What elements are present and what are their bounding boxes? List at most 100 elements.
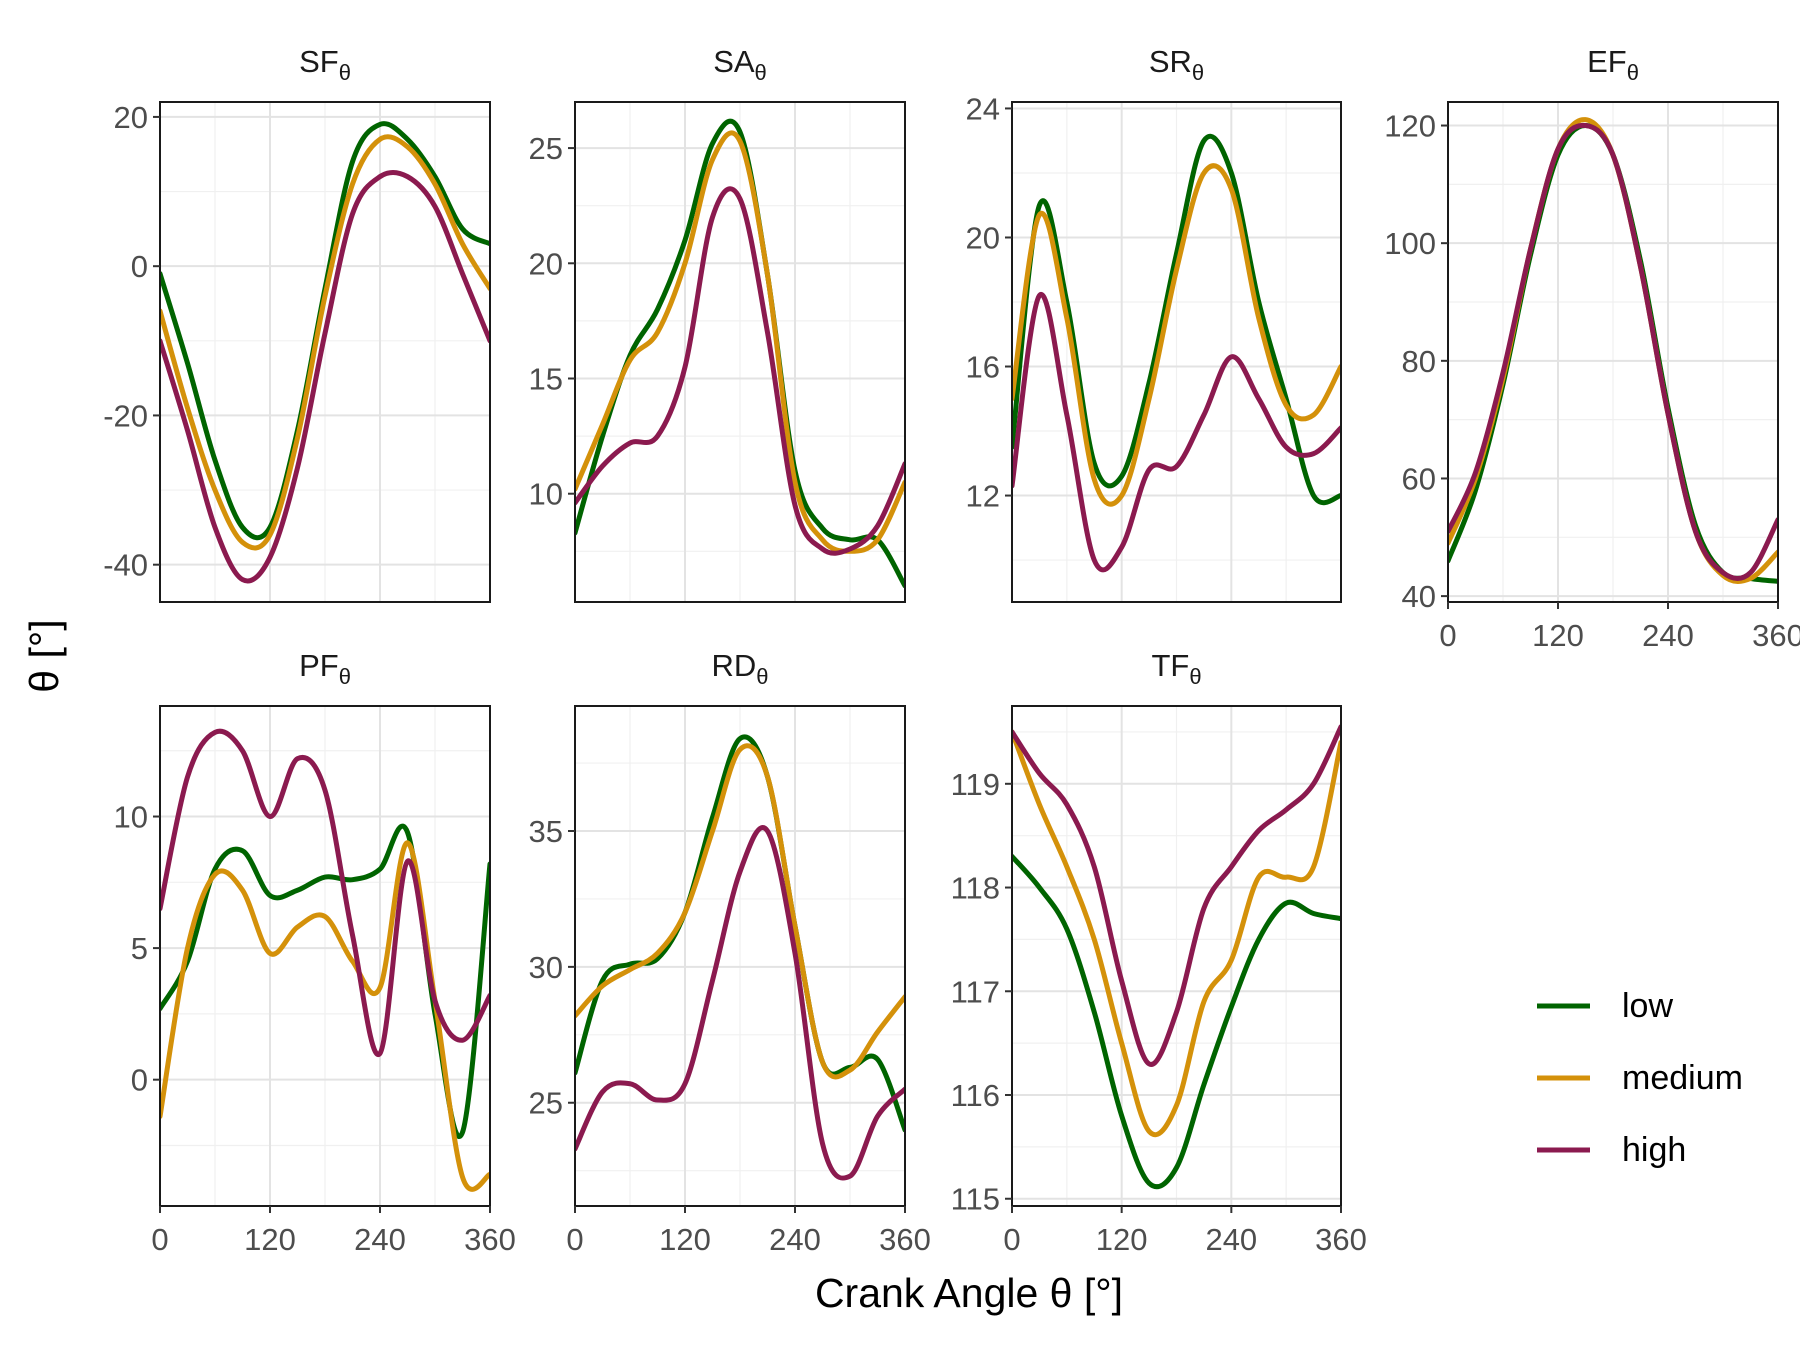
y-tick-label: 118	[951, 871, 1000, 906]
y-tick-label: 20	[529, 246, 563, 281]
y-tick-label: 25	[529, 1086, 563, 1121]
series-line-high	[160, 728, 490, 1058]
x-axis-title: Crank Angle θ [°]	[815, 1270, 1123, 1316]
y-tick-label: 5	[131, 931, 148, 966]
series-line-high	[575, 825, 905, 1181]
facet-title: SAθ	[713, 44, 767, 85]
series-line-high	[160, 169, 490, 584]
panel-border	[159, 705, 491, 1207]
legend: low medium high	[1537, 987, 1743, 1169]
facet-title-subscript: θ	[1627, 60, 1639, 85]
facet-title: SFθ	[299, 44, 351, 85]
series-line-high	[1448, 122, 1778, 581]
x-tick-label: 240	[354, 1222, 406, 1257]
y-tick-label: 12	[966, 479, 1000, 514]
x-tick-label: 360	[1315, 1222, 1367, 1257]
series-line-high	[575, 186, 905, 556]
y-tick-label: 116	[951, 1078, 1000, 1113]
y-tick-label: -20	[103, 398, 148, 433]
y-axis-title: θ [°]	[21, 619, 67, 692]
facet-panel-sa: 10 15 20 25 SAθ	[529, 44, 906, 603]
y-tick-label: 80	[1402, 344, 1436, 379]
y-tick-label: 10	[114, 800, 148, 835]
series-line-low	[1012, 853, 1341, 1190]
y-tick-label: 40	[1402, 579, 1436, 614]
y-tick-label: 20	[966, 220, 1000, 255]
panel-border	[1011, 101, 1342, 603]
x-tick-label: 360	[464, 1222, 516, 1257]
facet-title: TFθ	[1151, 648, 1201, 689]
facet-title-main: PF	[299, 648, 339, 683]
series-line-high	[1012, 292, 1341, 573]
facet-title: EFθ	[1587, 44, 1639, 85]
y-tick-label: 16	[966, 350, 1000, 385]
y-tick-label: 100	[1384, 226, 1436, 261]
panel-border	[1447, 101, 1779, 603]
y-tick-label: 24	[966, 91, 1000, 126]
facet-title: RDθ	[711, 648, 768, 689]
panel-border	[1011, 705, 1342, 1207]
facet-title-subscript: θ	[755, 60, 767, 85]
facet-panel-pf: 0 5 10 0 120 240 360 PFθ	[114, 648, 516, 1257]
y-tick-label: 119	[951, 767, 1000, 802]
facet-panel-ef: 40 60 80 100 120 0 120 240 360 EFθ	[1384, 44, 1800, 653]
y-tick-label: 60	[1402, 461, 1436, 496]
series-line-medium	[160, 134, 490, 551]
x-tick-label: 120	[244, 1222, 296, 1257]
facet-panel-sr: 12 16 20 24 SRθ	[966, 44, 1342, 603]
facet-title: PFθ	[299, 648, 351, 689]
y-tick-label: 35	[529, 814, 563, 849]
x-tick-label: 0	[151, 1222, 168, 1257]
x-tick-label: 0	[566, 1222, 583, 1257]
x-tick-label: 0	[1003, 1222, 1020, 1257]
y-tick-label: 25	[529, 131, 563, 166]
legend-label-high: high	[1622, 1131, 1686, 1169]
facet-title-main: RD	[711, 648, 756, 683]
series-line-medium	[1012, 163, 1341, 507]
y-tick-label: 30	[529, 950, 563, 985]
facet-title-subscript: θ	[1189, 664, 1201, 689]
y-tick-label: 20	[114, 100, 148, 135]
facet-title-subscript: θ	[339, 664, 351, 689]
panel-border	[159, 101, 491, 603]
facet-title-subscript: θ	[339, 60, 351, 85]
legend-label-medium: medium	[1622, 1059, 1743, 1097]
y-tick-label: 120	[1384, 109, 1436, 144]
facet-title-subscript: θ	[1192, 60, 1204, 85]
facet-panel-tf: 115 116 117 118 119 0 120 240 360 TFθ	[951, 648, 1367, 1257]
facet-panel-rd: 25 30 35 0 120 240 360 RDθ	[529, 648, 931, 1257]
series-line-medium	[160, 840, 490, 1192]
x-tick-label: 360	[879, 1222, 931, 1257]
y-tick-label: -40	[103, 548, 148, 583]
x-tick-label: 240	[1642, 618, 1694, 653]
y-tick-label: 10	[529, 477, 563, 512]
series-line-high	[1012, 724, 1341, 1067]
series-line-low	[1012, 133, 1341, 506]
facet-title-subscript: θ	[756, 664, 768, 689]
facet-title-main: SA	[713, 44, 755, 79]
facet-title-main: TF	[1151, 648, 1189, 683]
x-tick-label: 120	[659, 1222, 711, 1257]
x-tick-label: 0	[1439, 618, 1456, 653]
facet-title-main: SR	[1149, 44, 1192, 79]
y-tick-label: 117	[951, 974, 1000, 1009]
panel-border	[574, 101, 906, 603]
x-tick-label: 360	[1752, 618, 1800, 653]
y-tick-label: 0	[131, 249, 148, 284]
y-tick-label: 115	[951, 1182, 1000, 1217]
y-tick-label: 15	[529, 361, 563, 396]
facet-title-main: SF	[299, 44, 339, 79]
x-tick-label: 120	[1532, 618, 1584, 653]
y-tick-label: 0	[131, 1063, 148, 1098]
x-tick-label: 120	[1096, 1222, 1148, 1257]
x-tick-label: 240	[769, 1222, 821, 1257]
legend-label-low: low	[1622, 987, 1673, 1025]
panel-border	[574, 705, 906, 1207]
facet-panel-sf: -40 -20 0 20 SFθ	[103, 44, 491, 603]
series-line-medium	[575, 743, 905, 1080]
series-line-medium	[1012, 729, 1341, 1138]
series-line-low	[575, 734, 905, 1133]
x-tick-label: 240	[1205, 1222, 1257, 1257]
